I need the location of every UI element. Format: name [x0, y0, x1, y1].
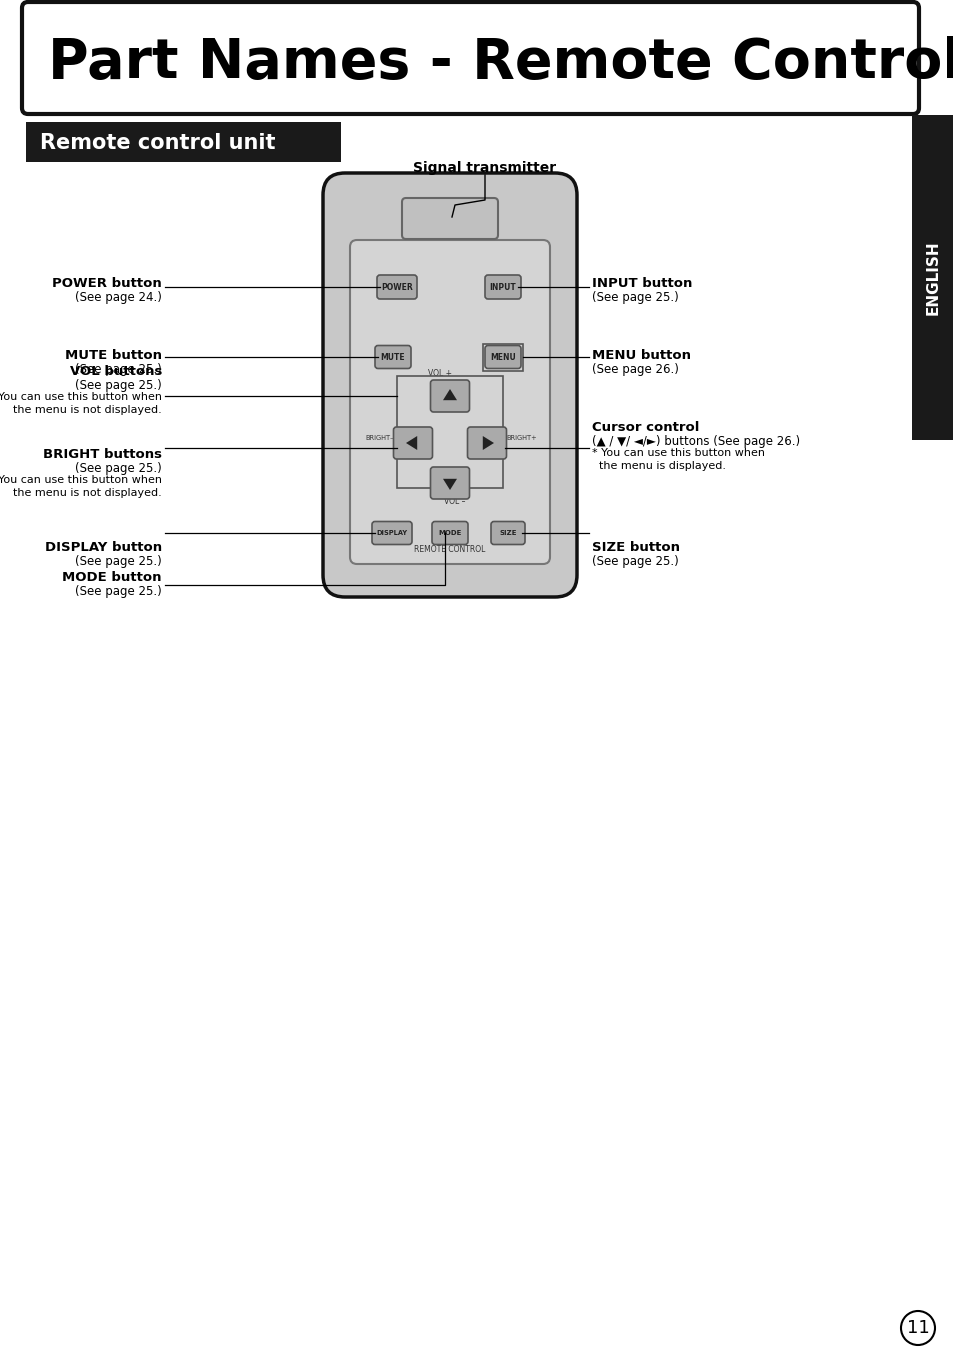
Text: (See page 26.): (See page 26.) [592, 363, 679, 376]
FancyBboxPatch shape [430, 380, 469, 412]
Polygon shape [482, 436, 494, 450]
FancyBboxPatch shape [484, 276, 520, 299]
Text: SIZE: SIZE [498, 530, 517, 536]
FancyBboxPatch shape [376, 276, 416, 299]
Text: INPUT button: INPUT button [592, 277, 692, 290]
Text: the menu is not displayed.: the menu is not displayed. [7, 405, 162, 415]
Text: (See page 25.): (See page 25.) [592, 290, 678, 304]
Text: VOL buttons: VOL buttons [70, 365, 162, 378]
Text: BRIGHT–: BRIGHT– [365, 435, 394, 440]
Text: 11: 11 [905, 1319, 928, 1337]
Text: INPUT: INPUT [489, 282, 516, 292]
Text: (See page 25.): (See page 25.) [75, 555, 162, 567]
Text: MUTE: MUTE [380, 353, 405, 362]
Text: MUTE button: MUTE button [65, 349, 162, 362]
Text: (See page 25.): (See page 25.) [75, 380, 162, 392]
Polygon shape [406, 436, 416, 450]
Text: MENU button: MENU button [592, 349, 690, 362]
Text: Cursor control: Cursor control [592, 422, 699, 434]
FancyBboxPatch shape [323, 173, 577, 597]
Text: DISPLAY: DISPLAY [376, 530, 407, 536]
Text: MENU: MENU [490, 353, 516, 362]
Text: (See page 25.): (See page 25.) [75, 585, 162, 598]
Text: (▲ / ▼/ ◄/►) buttons (See page 26.): (▲ / ▼/ ◄/►) buttons (See page 26.) [592, 435, 800, 449]
Text: (See page 25.): (See page 25.) [75, 363, 162, 376]
FancyBboxPatch shape [372, 521, 412, 544]
Text: VOL +: VOL + [428, 369, 452, 377]
FancyBboxPatch shape [432, 521, 468, 544]
Text: * You can use this button when: * You can use this button when [592, 449, 764, 458]
FancyBboxPatch shape [484, 346, 520, 369]
Text: * You can use this button when: * You can use this button when [0, 476, 162, 485]
Text: (See page 24.): (See page 24.) [75, 290, 162, 304]
Text: the menu is displayed.: the menu is displayed. [592, 461, 725, 471]
Text: ENGLISH: ENGLISH [924, 240, 940, 315]
FancyBboxPatch shape [375, 346, 411, 369]
FancyBboxPatch shape [430, 467, 469, 499]
Text: (See page 25.): (See page 25.) [592, 555, 678, 567]
FancyBboxPatch shape [350, 240, 550, 563]
Text: BRIGHT+: BRIGHT+ [505, 435, 536, 440]
Text: Signal transmitter: Signal transmitter [413, 161, 556, 176]
FancyBboxPatch shape [911, 115, 953, 440]
FancyBboxPatch shape [401, 199, 497, 239]
Text: POWER button: POWER button [52, 277, 162, 290]
Text: POWER: POWER [381, 282, 413, 292]
FancyBboxPatch shape [491, 521, 524, 544]
FancyBboxPatch shape [22, 1, 918, 113]
Text: MODE button: MODE button [63, 571, 162, 584]
Text: * You can use this button when: * You can use this button when [0, 392, 162, 403]
Text: the menu is not displayed.: the menu is not displayed. [7, 488, 162, 499]
Text: BRIGHT buttons: BRIGHT buttons [43, 449, 162, 461]
Text: Remote control unit: Remote control unit [40, 132, 275, 153]
Text: REMOTE CONTROL: REMOTE CONTROL [414, 546, 485, 554]
FancyBboxPatch shape [467, 427, 506, 459]
Text: VOL –: VOL – [444, 497, 465, 505]
Text: DISPLAY button: DISPLAY button [45, 540, 162, 554]
Polygon shape [442, 389, 456, 400]
Polygon shape [442, 478, 456, 490]
Text: (See page 25.): (See page 25.) [75, 462, 162, 476]
Text: SIZE button: SIZE button [592, 540, 679, 554]
FancyBboxPatch shape [393, 427, 432, 459]
Text: MODE: MODE [437, 530, 461, 536]
Text: Part Names - Remote Control Unit: Part Names - Remote Control Unit [48, 36, 953, 91]
FancyBboxPatch shape [26, 122, 340, 162]
